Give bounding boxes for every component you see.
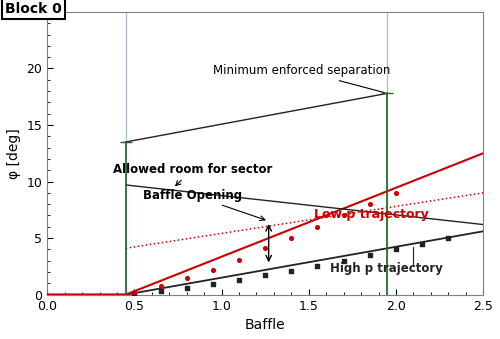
Point <box>314 224 322 230</box>
Point <box>261 273 269 278</box>
X-axis label: Baffle: Baffle <box>245 318 286 332</box>
Point <box>418 241 426 246</box>
Point <box>156 283 164 288</box>
Point <box>392 190 400 196</box>
Text: Baffle Opening: Baffle Opening <box>143 188 265 221</box>
Point <box>209 282 217 287</box>
Point <box>261 245 269 251</box>
Point <box>288 235 296 241</box>
Point <box>235 257 243 262</box>
Point <box>182 285 190 291</box>
Text: High p trajectory: High p trajectory <box>330 262 442 275</box>
Point <box>235 277 243 283</box>
Text: Minimum enforced separation: Minimum enforced separation <box>213 64 390 93</box>
Point <box>130 291 138 296</box>
Point <box>182 275 190 280</box>
Text: Allowed room for sector: Allowed room for sector <box>114 162 273 185</box>
Point <box>288 268 296 274</box>
Point <box>130 290 138 295</box>
Point <box>340 258 347 263</box>
Point <box>340 213 347 218</box>
Point <box>366 252 374 258</box>
Point <box>392 247 400 252</box>
Point <box>444 235 452 241</box>
Y-axis label: φ [deg]: φ [deg] <box>7 128 21 179</box>
Text: Block 0: Block 0 <box>5 2 62 16</box>
Point <box>156 288 164 294</box>
Point <box>209 267 217 273</box>
Point <box>314 264 322 269</box>
Point <box>366 201 374 207</box>
Text: Low p trajectory: Low p trajectory <box>314 208 428 221</box>
